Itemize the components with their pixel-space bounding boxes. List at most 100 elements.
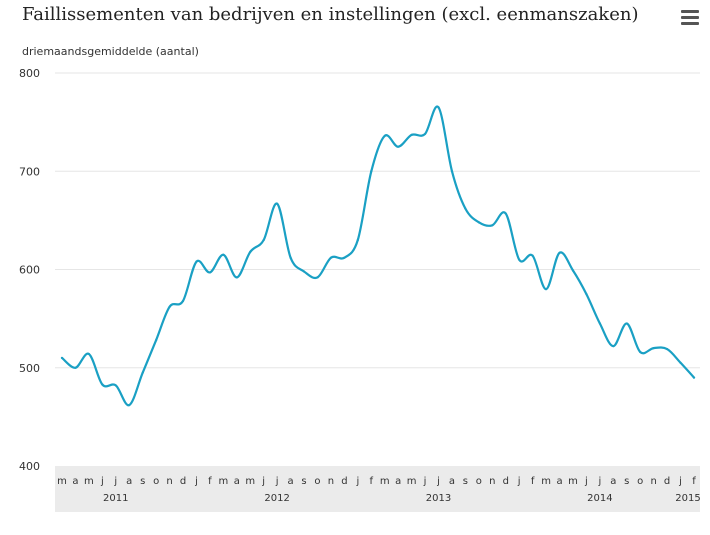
x-tick-label: m — [245, 476, 255, 487]
x-tick-label: n — [650, 476, 656, 487]
x-tick-label: o — [637, 476, 643, 487]
data-point — [101, 383, 104, 386]
x-tick-label: a — [234, 476, 240, 487]
data-point — [544, 288, 548, 291]
data-point — [60, 356, 64, 360]
data-point — [302, 270, 306, 273]
data-point — [423, 132, 427, 136]
x-tick-label: j — [517, 476, 521, 487]
x-tick-label: a — [288, 476, 294, 487]
data-point — [383, 134, 386, 137]
series-group — [60, 105, 696, 407]
data-point — [464, 207, 467, 210]
chart-title: Faillissementen van bedrijven en instell… — [22, 4, 639, 25]
x-tick-label: m — [407, 476, 417, 487]
x-tick-label: j — [597, 476, 601, 487]
data-point — [262, 238, 265, 242]
data-point — [195, 260, 198, 263]
x-tick-label: j — [423, 476, 427, 487]
data-point — [518, 258, 521, 261]
x-tick-label: d — [341, 476, 347, 487]
data-point — [558, 251, 561, 254]
data-point — [450, 170, 454, 173]
data-point — [356, 238, 359, 242]
x-axis-band — [55, 466, 700, 512]
data-point — [585, 292, 588, 296]
x-tick-label: n — [328, 476, 334, 487]
data-point — [598, 322, 601, 325]
gridlines — [55, 72, 700, 369]
data-point — [679, 361, 682, 364]
data-point — [74, 366, 77, 369]
x-tick-label: s — [463, 476, 468, 487]
data-point — [289, 256, 292, 259]
data-point — [128, 403, 131, 407]
x-tick-label: m — [57, 476, 67, 487]
data-point — [141, 371, 144, 374]
x-tick-label: j — [194, 476, 198, 487]
y-axis-label: driemaandsgemiddelde (aantal) — [22, 45, 199, 58]
data-point — [235, 276, 238, 279]
data-point — [692, 376, 696, 379]
hamburger-menu-icon[interactable] — [681, 10, 699, 26]
x-tick-label: d — [180, 476, 186, 487]
x-tick-label: o — [314, 476, 320, 487]
y-tick-label: 800 — [19, 67, 40, 80]
data-point — [437, 106, 440, 109]
x-year-label: 2011 — [103, 493, 128, 504]
data-point — [397, 145, 400, 148]
data-point — [181, 299, 185, 303]
x-tick-label: j — [436, 476, 440, 487]
x-tick-label: a — [126, 476, 132, 487]
x-tick-label: j — [678, 476, 682, 487]
x-tick-label: j — [584, 476, 588, 487]
data-point — [666, 347, 669, 351]
data-point — [504, 212, 507, 215]
y-tick-label: 600 — [19, 264, 40, 277]
x-year-label: 2012 — [264, 493, 289, 504]
x-tick-label: m — [84, 476, 94, 487]
data-point — [652, 347, 655, 350]
data-point — [222, 253, 225, 256]
data-point — [370, 170, 373, 173]
x-tick-label: s — [301, 476, 306, 487]
x-tick-label: m — [380, 476, 390, 487]
x-tick-label: a — [72, 476, 78, 487]
data-point — [208, 271, 212, 274]
data-point — [316, 276, 319, 279]
x-tick-label: a — [556, 476, 562, 487]
x-tick-label: f — [208, 476, 212, 487]
x-tick-label: m — [568, 476, 578, 487]
data-point — [639, 350, 642, 354]
x-tick-label: j — [275, 476, 279, 487]
x-year-label: 2014 — [587, 493, 612, 504]
data-point — [571, 269, 575, 272]
x-tick-label: j — [113, 476, 117, 487]
x-tick-label: a — [610, 476, 616, 487]
data-point — [531, 254, 534, 257]
x-year-label: 2015 — [675, 493, 700, 504]
data-point — [249, 250, 252, 253]
data-point — [612, 345, 615, 348]
data-point — [625, 322, 628, 325]
x-tick-label: s — [140, 476, 145, 487]
x-tick-label: d — [664, 476, 670, 487]
y-tick-label: 400 — [19, 460, 40, 473]
y-tick-label: 700 — [19, 165, 40, 178]
x-tick-label: s — [624, 476, 629, 487]
series-line — [60, 105, 696, 407]
x-tick-label: d — [503, 476, 509, 487]
x-tick-label: a — [449, 476, 455, 487]
x-tick-label: o — [476, 476, 482, 487]
x-tick-label: f — [531, 476, 535, 487]
data-point — [343, 256, 346, 259]
data-point — [155, 339, 158, 342]
data-point — [329, 256, 333, 259]
x-tick-label: j — [100, 476, 104, 487]
x-tick-label: a — [395, 476, 401, 487]
data-point — [168, 305, 171, 308]
x-tick-label: j — [355, 476, 359, 487]
x-tick-label: n — [166, 476, 172, 487]
